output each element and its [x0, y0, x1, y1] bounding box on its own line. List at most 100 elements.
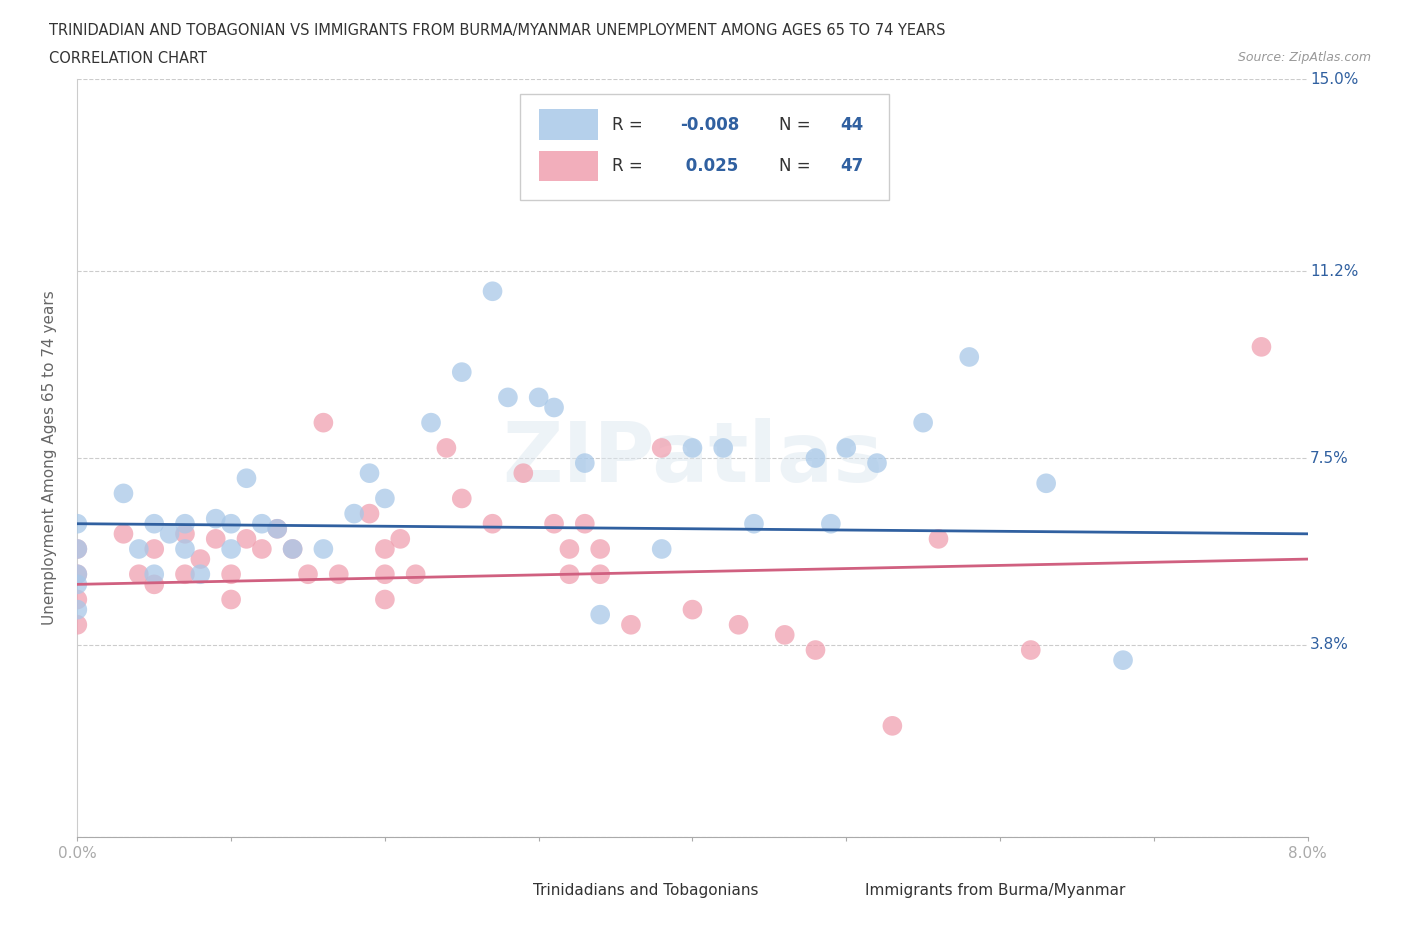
- Point: [558, 566, 581, 581]
- FancyBboxPatch shape: [538, 110, 598, 140]
- Point: [188, 566, 212, 581]
- Point: [574, 516, 596, 531]
- Point: [450, 491, 472, 506]
- Text: Immigrants from Burma/Myanmar: Immigrants from Burma/Myanmar: [865, 883, 1125, 897]
- Text: 0.025: 0.025: [681, 157, 738, 175]
- Text: 11.2%: 11.2%: [1310, 263, 1358, 279]
- Point: [66, 516, 89, 531]
- Point: [651, 541, 673, 556]
- Point: [866, 456, 889, 471]
- Text: 47: 47: [841, 157, 863, 175]
- Point: [957, 350, 980, 365]
- Point: [66, 577, 89, 591]
- Point: [835, 441, 858, 456]
- Point: [328, 566, 350, 581]
- Point: [297, 566, 319, 581]
- Point: [219, 516, 242, 531]
- Point: [574, 456, 596, 471]
- Point: [143, 541, 166, 556]
- Point: [589, 607, 612, 622]
- Point: [558, 541, 581, 556]
- Point: [496, 390, 519, 405]
- Point: [727, 618, 749, 632]
- Point: [436, 441, 458, 456]
- Point: [66, 541, 89, 556]
- Point: [481, 516, 503, 531]
- Text: -0.008: -0.008: [681, 115, 740, 134]
- Text: 3.8%: 3.8%: [1310, 637, 1348, 653]
- Point: [204, 512, 226, 526]
- Point: [773, 628, 796, 643]
- Point: [219, 592, 242, 607]
- Point: [112, 486, 135, 501]
- Point: [1035, 476, 1057, 491]
- Point: [682, 603, 704, 618]
- Point: [281, 541, 304, 556]
- Point: [66, 618, 89, 632]
- Point: [543, 400, 565, 415]
- Point: [405, 566, 427, 581]
- Point: [711, 441, 734, 456]
- Point: [389, 531, 412, 546]
- Point: [66, 592, 89, 607]
- Point: [143, 577, 166, 591]
- Point: [266, 522, 288, 537]
- Point: [651, 441, 673, 456]
- Point: [159, 526, 181, 541]
- Point: [219, 541, 242, 556]
- Point: [235, 471, 257, 485]
- Point: [143, 566, 166, 581]
- Point: [374, 541, 396, 556]
- Y-axis label: Unemployment Among Ages 65 to 74 years: Unemployment Among Ages 65 to 74 years: [42, 291, 58, 625]
- Text: R =: R =: [613, 157, 648, 175]
- Point: [928, 531, 950, 546]
- Point: [188, 551, 212, 566]
- Text: N =: N =: [779, 115, 815, 134]
- Point: [620, 618, 643, 632]
- Text: 7.5%: 7.5%: [1310, 450, 1348, 466]
- Point: [543, 516, 565, 531]
- Point: [589, 541, 612, 556]
- Point: [204, 531, 226, 546]
- Point: [174, 516, 197, 531]
- Point: [1250, 339, 1272, 354]
- Point: [481, 284, 503, 299]
- Point: [742, 516, 765, 531]
- Point: [512, 466, 534, 481]
- Point: [312, 415, 335, 430]
- Text: 44: 44: [841, 115, 863, 134]
- Point: [820, 516, 842, 531]
- FancyBboxPatch shape: [477, 878, 520, 907]
- Point: [527, 390, 550, 405]
- Point: [128, 566, 150, 581]
- FancyBboxPatch shape: [810, 878, 852, 907]
- Point: [219, 566, 242, 581]
- Point: [250, 541, 273, 556]
- Point: [128, 541, 150, 556]
- Text: ZIPatlas: ZIPatlas: [502, 418, 883, 498]
- Text: Trinidadians and Tobagonians: Trinidadians and Tobagonians: [533, 883, 758, 897]
- Point: [174, 526, 197, 541]
- Point: [882, 718, 904, 733]
- Point: [143, 516, 166, 531]
- Point: [912, 415, 935, 430]
- Text: N =: N =: [779, 157, 815, 175]
- Point: [266, 522, 288, 537]
- FancyBboxPatch shape: [520, 94, 890, 200]
- Text: CORRELATION CHART: CORRELATION CHART: [49, 51, 207, 66]
- Point: [281, 541, 304, 556]
- Point: [312, 541, 335, 556]
- Point: [374, 566, 396, 581]
- Text: TRINIDADIAN AND TOBAGONIAN VS IMMIGRANTS FROM BURMA/MYANMAR UNEMPLOYMENT AMONG A: TRINIDADIAN AND TOBAGONIAN VS IMMIGRANTS…: [49, 23, 946, 38]
- Point: [112, 526, 135, 541]
- Point: [235, 531, 257, 546]
- Point: [66, 541, 89, 556]
- Point: [174, 541, 197, 556]
- Point: [66, 603, 89, 618]
- Point: [359, 466, 381, 481]
- Text: Source: ZipAtlas.com: Source: ZipAtlas.com: [1237, 51, 1371, 64]
- Point: [1019, 643, 1042, 658]
- Point: [359, 506, 381, 521]
- Point: [250, 516, 273, 531]
- Point: [343, 506, 366, 521]
